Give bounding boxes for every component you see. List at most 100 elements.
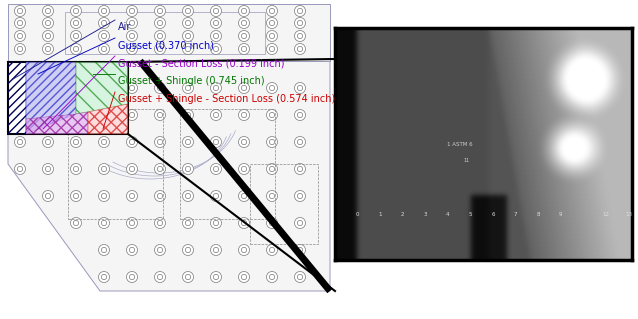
- Circle shape: [45, 8, 50, 14]
- Circle shape: [158, 112, 163, 118]
- Circle shape: [73, 20, 78, 26]
- Circle shape: [213, 247, 219, 253]
- Circle shape: [101, 85, 107, 91]
- Circle shape: [17, 112, 22, 118]
- Circle shape: [295, 109, 306, 121]
- Circle shape: [211, 190, 221, 202]
- Circle shape: [186, 167, 191, 172]
- Circle shape: [17, 33, 22, 39]
- Circle shape: [101, 247, 107, 253]
- Circle shape: [182, 43, 193, 55]
- Circle shape: [15, 5, 26, 17]
- Text: Gusset + Shingle - Section Loss (0.574 inch): Gusset + Shingle - Section Loss (0.574 i…: [118, 94, 335, 104]
- Circle shape: [213, 20, 219, 26]
- Circle shape: [241, 33, 247, 39]
- Circle shape: [211, 5, 221, 17]
- Circle shape: [267, 43, 278, 55]
- Polygon shape: [26, 112, 88, 134]
- Circle shape: [73, 112, 78, 118]
- Circle shape: [130, 247, 135, 253]
- Circle shape: [101, 193, 107, 199]
- Circle shape: [297, 274, 302, 280]
- Circle shape: [269, 46, 274, 52]
- Circle shape: [98, 43, 110, 55]
- Circle shape: [98, 271, 110, 283]
- Circle shape: [126, 109, 138, 121]
- Circle shape: [43, 18, 54, 28]
- Circle shape: [45, 112, 50, 118]
- Circle shape: [154, 43, 165, 55]
- Circle shape: [267, 218, 278, 228]
- Circle shape: [158, 274, 163, 280]
- Circle shape: [130, 167, 135, 172]
- Circle shape: [101, 274, 107, 280]
- Circle shape: [158, 193, 163, 199]
- Circle shape: [98, 244, 110, 256]
- Circle shape: [101, 46, 107, 52]
- Circle shape: [295, 31, 306, 41]
- Circle shape: [182, 218, 193, 228]
- Circle shape: [295, 271, 306, 283]
- Circle shape: [186, 247, 191, 253]
- Circle shape: [71, 109, 82, 121]
- Circle shape: [269, 8, 274, 14]
- Circle shape: [71, 83, 82, 93]
- Circle shape: [45, 46, 50, 52]
- Circle shape: [213, 139, 219, 145]
- Bar: [8, 62, 128, 134]
- Circle shape: [43, 190, 54, 202]
- Circle shape: [154, 190, 165, 202]
- Bar: [250, 164, 318, 244]
- Circle shape: [213, 112, 219, 118]
- Circle shape: [211, 164, 221, 174]
- Circle shape: [158, 20, 163, 26]
- Circle shape: [186, 274, 191, 280]
- Circle shape: [15, 31, 26, 41]
- Circle shape: [43, 137, 54, 147]
- Circle shape: [101, 20, 107, 26]
- Circle shape: [182, 271, 193, 283]
- Circle shape: [182, 244, 193, 256]
- Circle shape: [239, 190, 249, 202]
- Circle shape: [158, 167, 163, 172]
- Circle shape: [241, 274, 247, 280]
- Circle shape: [213, 33, 219, 39]
- Circle shape: [126, 164, 138, 174]
- Circle shape: [158, 139, 163, 145]
- Circle shape: [71, 5, 82, 17]
- Circle shape: [239, 43, 249, 55]
- Circle shape: [130, 220, 135, 226]
- Bar: [68, 109, 163, 219]
- Polygon shape: [26, 62, 76, 134]
- Circle shape: [17, 46, 22, 52]
- Circle shape: [126, 83, 138, 93]
- Circle shape: [295, 83, 306, 93]
- Circle shape: [98, 218, 110, 228]
- Circle shape: [182, 164, 193, 174]
- Circle shape: [130, 46, 135, 52]
- Circle shape: [213, 220, 219, 226]
- Circle shape: [154, 137, 165, 147]
- Circle shape: [126, 31, 138, 41]
- Circle shape: [126, 190, 138, 202]
- Circle shape: [269, 193, 274, 199]
- Circle shape: [158, 85, 163, 91]
- Circle shape: [186, 20, 191, 26]
- Circle shape: [295, 18, 306, 28]
- Circle shape: [126, 18, 138, 28]
- Polygon shape: [8, 4, 330, 61]
- Circle shape: [71, 164, 82, 174]
- Circle shape: [43, 109, 54, 121]
- Circle shape: [295, 244, 306, 256]
- Circle shape: [297, 8, 302, 14]
- Circle shape: [45, 167, 50, 172]
- Circle shape: [239, 137, 249, 147]
- Circle shape: [98, 164, 110, 174]
- Circle shape: [241, 20, 247, 26]
- Circle shape: [267, 18, 278, 28]
- Circle shape: [154, 244, 165, 256]
- Circle shape: [73, 85, 78, 91]
- Circle shape: [186, 139, 191, 145]
- Circle shape: [101, 8, 107, 14]
- Circle shape: [241, 220, 247, 226]
